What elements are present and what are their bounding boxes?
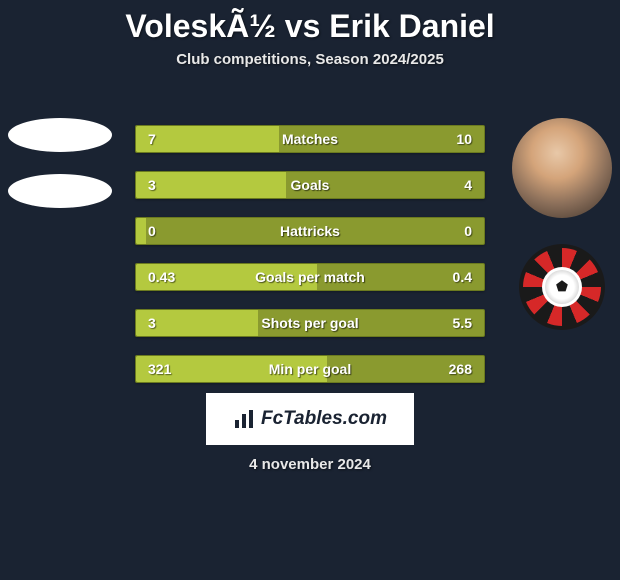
stat-row: 0 Hattricks 0	[135, 217, 485, 245]
stat-row: 321 Min per goal 268	[135, 355, 485, 383]
stat-value-left: 0.43	[148, 269, 175, 285]
stat-row: 0.43 Goals per match 0.4	[135, 263, 485, 291]
stat-value-left: 0	[148, 223, 156, 239]
brand-chart-icon	[233, 408, 255, 430]
stat-label: Matches	[282, 131, 338, 147]
stat-value-right: 268	[449, 361, 472, 377]
stat-value-right: 5.5	[453, 315, 472, 331]
team-right-badge	[519, 244, 605, 330]
stat-label: Goals per match	[255, 269, 365, 285]
stat-value-right: 4	[464, 177, 472, 193]
soccer-ball-icon	[545, 270, 579, 304]
date-text: 4 november 2024	[249, 456, 371, 473]
player-right-avatar	[512, 118, 612, 218]
stat-fill	[136, 126, 279, 152]
stat-row: 3 Shots per goal 5.5	[135, 309, 485, 337]
stat-value-right: 0	[464, 223, 472, 239]
brand-text: FcTables.com	[261, 408, 387, 430]
brand-box: FcTables.com	[206, 393, 414, 445]
stat-fill	[136, 218, 146, 244]
stat-label: Shots per goal	[261, 315, 358, 331]
stat-value-right: 10	[456, 131, 472, 147]
page-subtitle: Club competitions, Season 2024/2025	[0, 51, 620, 68]
stats-comparison-area: 7Matches103Goals40Hattricks00.43Goals pe…	[135, 125, 485, 401]
stat-value-left: 7	[148, 131, 156, 147]
right-badges-column	[512, 118, 612, 330]
team-left-placeholder	[8, 174, 112, 208]
stat-value-left: 3	[148, 315, 156, 331]
stat-label: Min per goal	[269, 361, 351, 377]
stat-value-right: 0.4	[453, 269, 472, 285]
stat-value-left: 3	[148, 177, 156, 193]
stat-label: Hattricks	[280, 223, 340, 239]
stat-row: 7 Matches 10	[135, 125, 485, 153]
left-badges-column	[8, 118, 112, 230]
stat-row: 3 Goals 4	[135, 171, 485, 199]
stat-fill	[136, 172, 286, 198]
player-left-placeholder	[8, 118, 112, 152]
stat-value-left: 321	[148, 361, 171, 377]
page-title: VoleskÃ½ vs Erik Daniel	[0, 0, 620, 45]
stat-label: Goals	[291, 177, 330, 193]
